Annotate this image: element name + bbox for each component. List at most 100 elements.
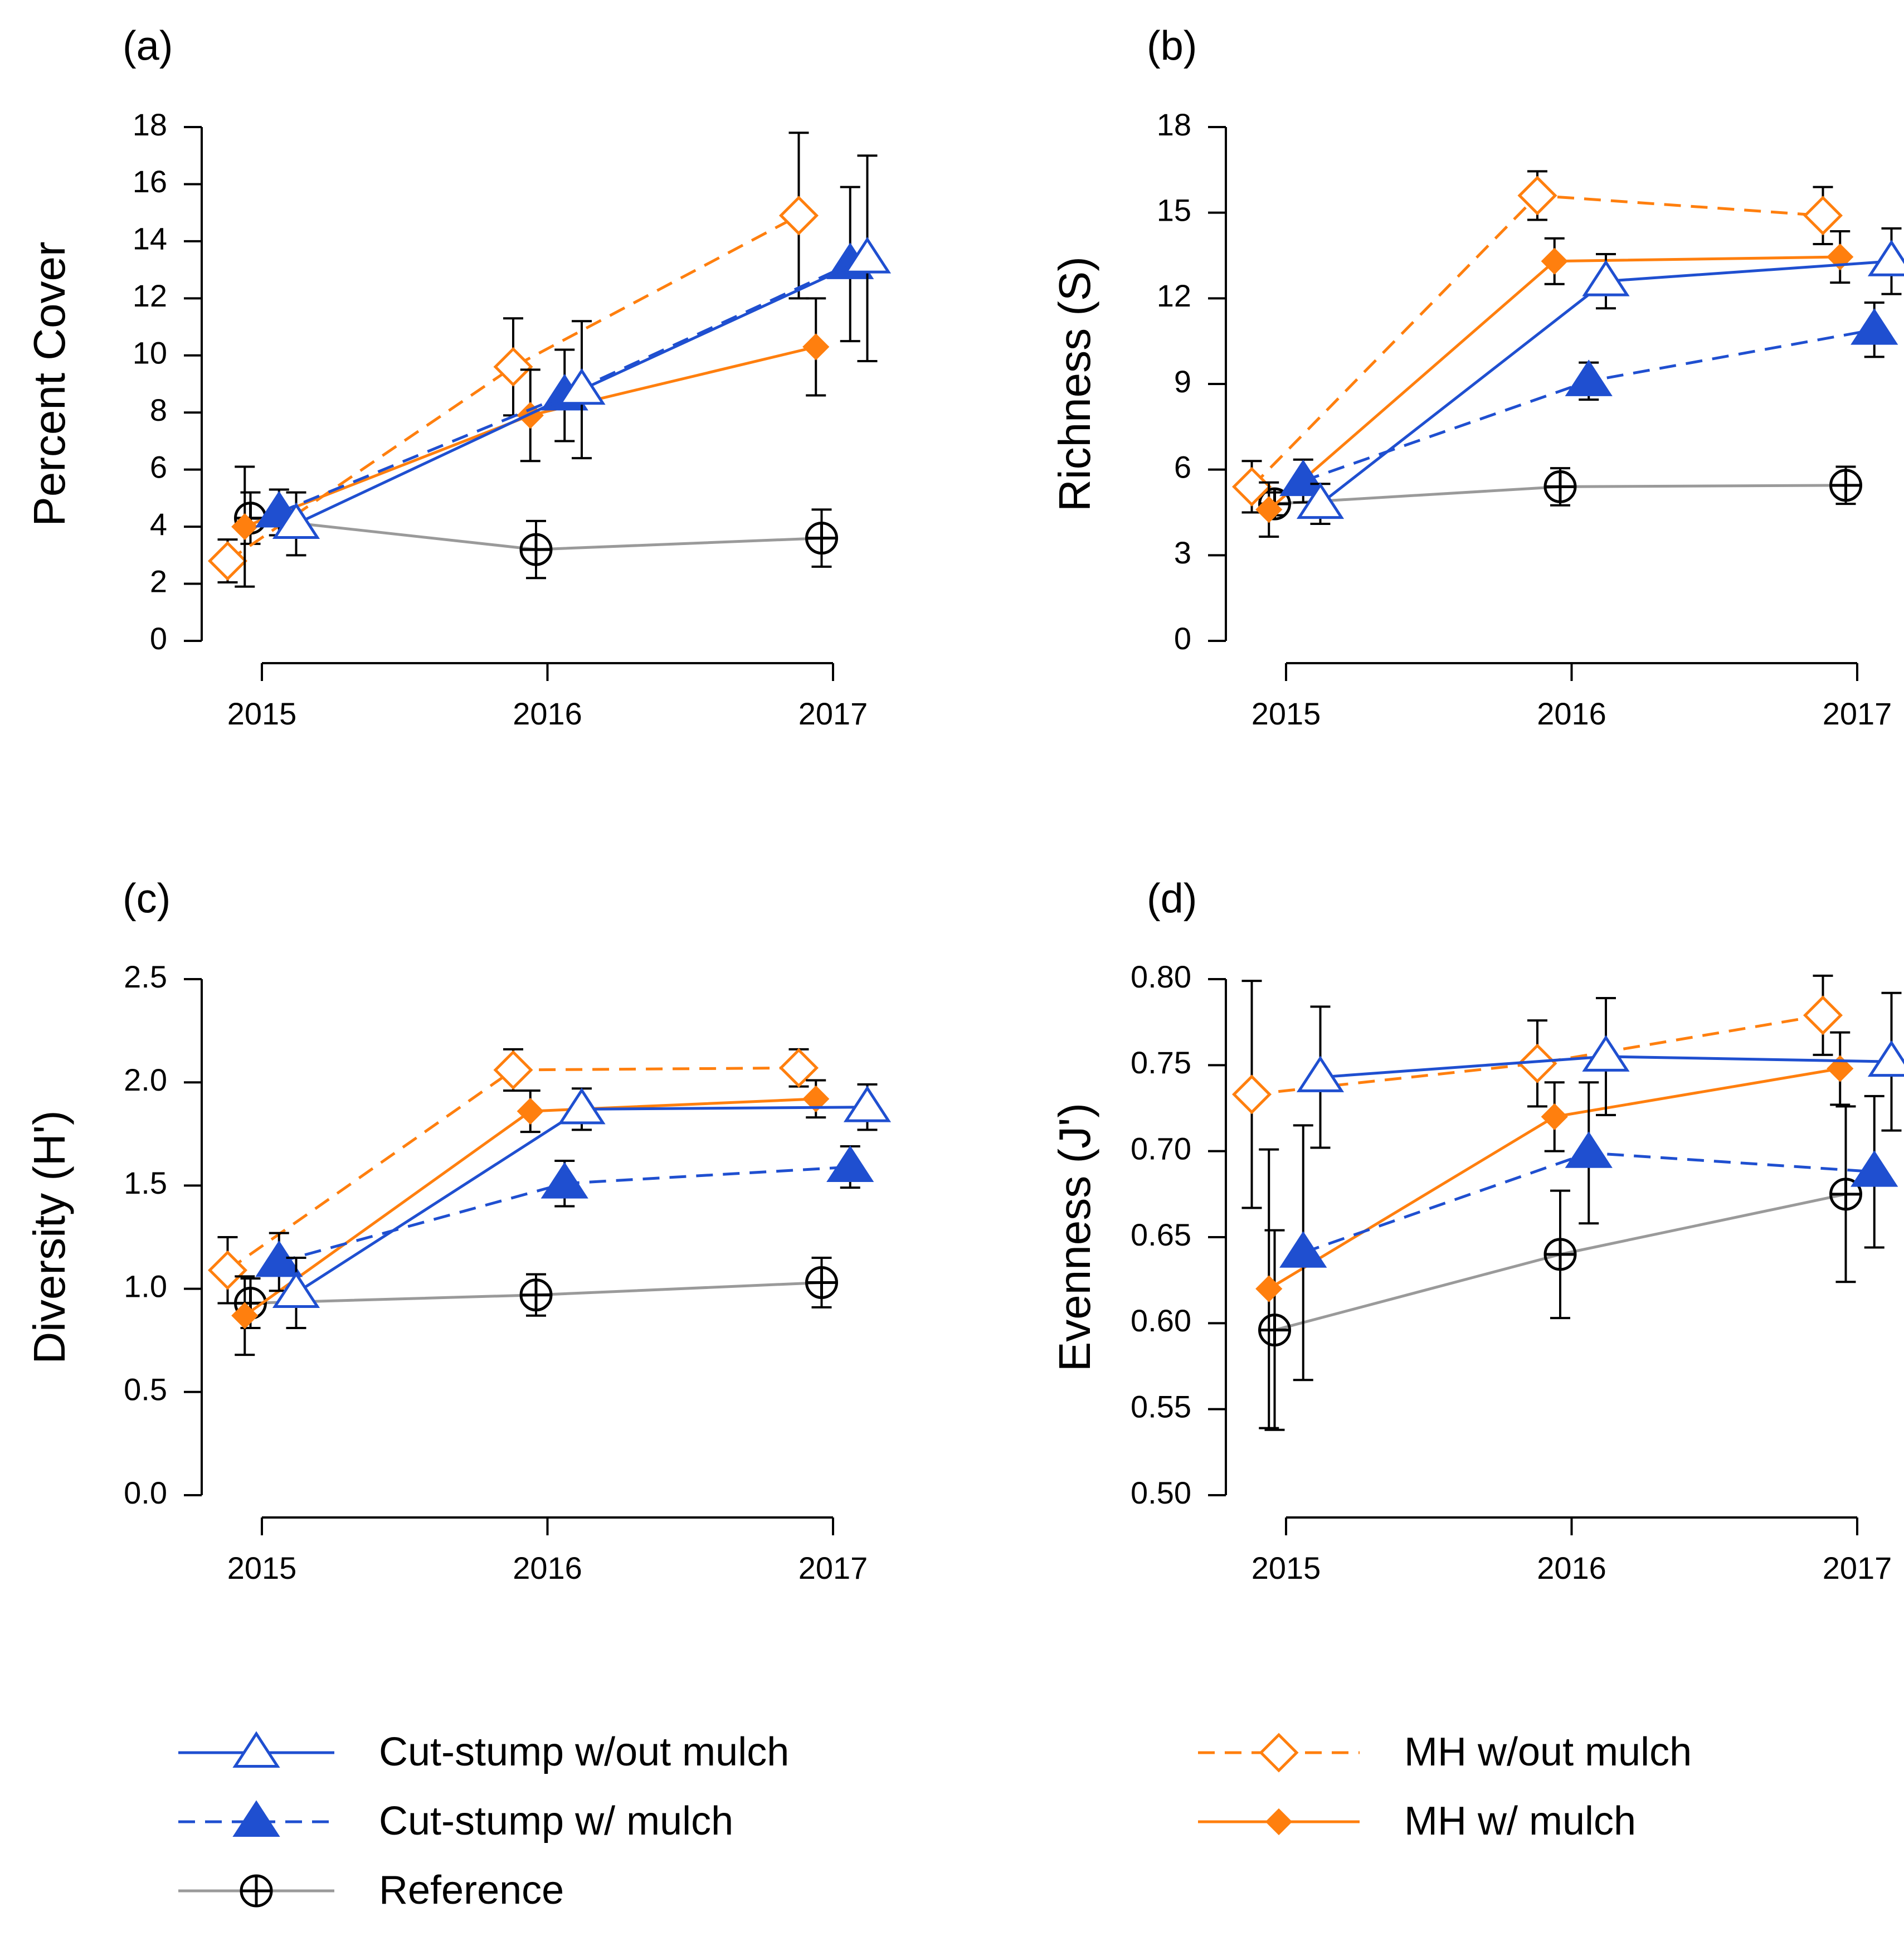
x-tick-label: 2016 (1537, 1550, 1606, 1585)
y-tick-label: 9 (1174, 364, 1191, 399)
x-tick-label: 2015 (227, 696, 297, 731)
x-tick-label: 2016 (513, 696, 582, 731)
x-axis: 2015 2016 2017 (227, 662, 868, 731)
y-tick-label: 0.55 (1131, 1389, 1191, 1424)
x-tick-label: 2017 (798, 696, 868, 731)
data-point-cut-stump-w-out-mulch (843, 1086, 892, 1122)
y-tick-label: 0.50 (1131, 1475, 1191, 1510)
data-point-mh-w-out-mulch (778, 196, 819, 236)
data-point-mh-w-out-mulch (1803, 196, 1843, 236)
data-point-mh-w-out-mulch (1231, 1074, 1272, 1115)
y-tick-label: 1.0 (124, 1268, 167, 1303)
data-point-mh-w-out-mulch (207, 541, 248, 581)
data-point-reference (1829, 469, 1862, 502)
y-axis: 0 3 6 9 12 15 18 (1157, 107, 1227, 656)
panel-label: (d) (1147, 875, 1197, 922)
legend-label-reference: Reference (379, 1868, 564, 1913)
y-tick-label: 0 (150, 621, 167, 656)
series-mh-w-mulch (1255, 1031, 1854, 1429)
y-tick-label: 0.60 (1131, 1303, 1191, 1338)
data-point-cut-stump-w-out-mulch (558, 1087, 606, 1125)
series-cut-stump-w-mulch (1279, 1081, 1898, 1382)
data-point-mh-w-mulch (802, 333, 830, 361)
series-mh-w-out-mulch (1231, 170, 1843, 514)
legend: Cut-stump w/out mulch Cut-stump w/ mulch… (178, 1730, 1692, 1913)
panel-label: (b) (1147, 23, 1197, 69)
y-axis: 0.0 0.5 1.0 1.5 2.0 2.5 (124, 959, 203, 1510)
data-point-cut-stump-w-mulch (1279, 459, 1327, 497)
y-tick-label: 4 (150, 507, 167, 542)
x-axis: 2015 2016 2017 (227, 1516, 868, 1585)
data-point-cut-stump-w-out-mulch (272, 502, 320, 539)
series-reference (1258, 1105, 1862, 1431)
x-tick-label: 2016 (1537, 696, 1606, 731)
data-point-mh-w-out-mulch (1803, 995, 1843, 1035)
data-point-cut-stump-w-out-mulch (1296, 1055, 1345, 1092)
legend-item-cut-stump-with-mulch: Cut-stump w/ mulch (178, 1799, 733, 1843)
series-cut-stump-w-out-mulch (1296, 991, 1904, 1149)
y-tick-label: 18 (1157, 107, 1191, 142)
series-group (207, 1048, 892, 1356)
legend-item-cut-stump-without-mulch: Cut-stump w/out mulch (178, 1730, 789, 1774)
y-axis-label: Richness (S) (1050, 256, 1099, 512)
x-tick-label: 2017 (1823, 696, 1892, 731)
legend-item-mh-without-mulch: MH w/out mulch (1198, 1730, 1692, 1774)
panel-label: (c) (123, 875, 171, 922)
series-cut-stump-w-out-mulch (272, 1083, 892, 1329)
data-point-reference (1258, 1314, 1291, 1347)
series-mh-w-mulch (231, 1079, 830, 1356)
legend-symbol-cut-stump-without-mulch (178, 1731, 334, 1768)
series-group (1231, 170, 1904, 538)
data-point-cut-stump-w-out-mulch (1867, 240, 1904, 276)
data-point-cut-stump-w-out-mulch (1867, 1040, 1904, 1077)
legend-marker (1265, 1808, 1293, 1836)
y-tick-label: 0.75 (1131, 1045, 1191, 1080)
data-point-mh-w-mulch (517, 1097, 544, 1125)
legend-symbol-cut-stump-with-mulch (178, 1800, 334, 1837)
series-line-cut-stump-w-out-mulch (295, 1106, 868, 1295)
legend-marker (240, 1874, 273, 1908)
y-axis-label: Percent Cover (25, 241, 74, 526)
data-point-cut-stump-w-mulch (1851, 308, 1898, 345)
data-point-cut-stump-w-mulch (1565, 359, 1613, 396)
series-cut-stump-w-out-mulch (272, 154, 892, 557)
series-mh-w-out-mulch (1231, 974, 1843, 1209)
series-mh-w-mulch (231, 297, 830, 588)
data-point-mh-w-out-mulch (1517, 176, 1557, 216)
legend-label-cut-stump-with-mulch: Cut-stump w/ mulch (379, 1799, 733, 1843)
x-tick-label: 2015 (1252, 696, 1321, 731)
panel-d: (d) Evenness (J') 0.50 0.55 0.60 0.65 0.70 0.75… (1050, 875, 1904, 1585)
data-point-reference (805, 522, 838, 555)
data-point-cut-stump-w-out-mulch (1296, 482, 1345, 519)
x-tick-label: 2015 (227, 1550, 297, 1585)
y-tick-label: 10 (133, 335, 167, 371)
y-tick-label: 2.5 (124, 959, 167, 994)
y-tick-label: 1.5 (124, 1165, 167, 1200)
data-point-cut-stump-w-out-mulch (1582, 1035, 1630, 1072)
series-reference (234, 1257, 838, 1329)
y-axis-label: Evenness (J') (1050, 1103, 1099, 1371)
legend-label-cut-stump-without-mulch: Cut-stump w/out mulch (379, 1730, 789, 1774)
y-tick-label: 15 (1157, 192, 1191, 227)
series-line-mh-w-out-mulch (1252, 1014, 1823, 1096)
data-point-cut-stump-w-out-mulch (843, 237, 892, 274)
y-tick-label: 3 (1174, 535, 1191, 570)
data-point-mh-w-mulch (231, 1302, 259, 1329)
x-axis: 2015 2016 2017 (1252, 662, 1892, 731)
legend-symbol-mh-without-mulch (1198, 1733, 1360, 1773)
data-point-cut-stump-w-mulch (1279, 1231, 1327, 1268)
y-tick-label: 0 (1174, 621, 1191, 656)
series-group (1231, 974, 1904, 1431)
data-point-cut-stump-w-mulch (255, 1240, 303, 1277)
data-point-reference (805, 1266, 838, 1299)
y-tick-label: 8 (150, 392, 167, 427)
data-point-mh-w-out-mulch (493, 347, 533, 387)
series-line-mh-w-out-mulch (227, 1066, 799, 1272)
y-tick-label: 18 (133, 107, 167, 142)
x-tick-label: 2017 (798, 1550, 868, 1585)
y-tick-label: 0.5 (124, 1372, 167, 1407)
series-reference (1258, 465, 1862, 521)
